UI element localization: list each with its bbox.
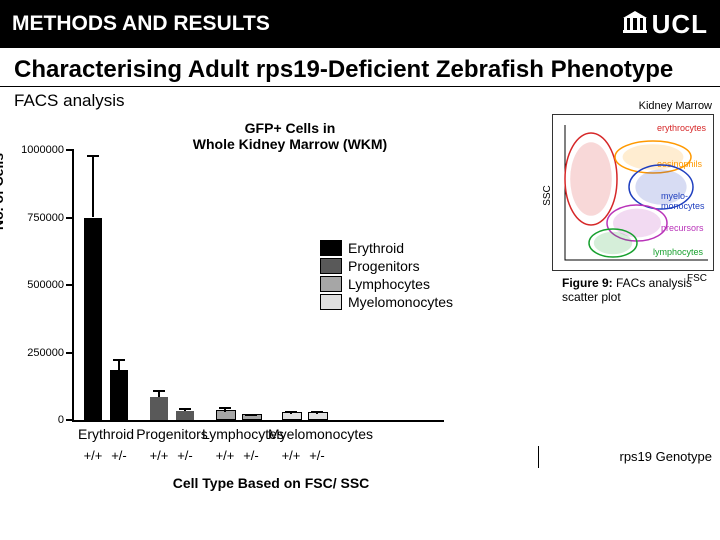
header-bar: METHODS AND RESULTS UCL — [0, 0, 720, 48]
legend-label: Progenitors — [348, 258, 420, 274]
legend-row: Lymphocytes — [320, 276, 453, 292]
legend-label: Erythroid — [348, 240, 404, 256]
section-title: METHODS AND RESULTS — [12, 12, 270, 36]
bar — [216, 410, 236, 420]
chart-title-line1: GFP+ Cells in — [245, 120, 336, 136]
genotype-note: rps19 Genotype — [619, 449, 712, 464]
genotype-label: +/+ — [279, 448, 303, 463]
genotype-label: +/- — [173, 448, 197, 463]
bar — [150, 397, 168, 420]
legend: Erythroid Progenitors Lymphocytes Myelomono… — [320, 240, 453, 312]
y-tick-label: 0 — [4, 414, 64, 426]
y-tick-label: 750000 — [4, 212, 64, 224]
scatter-caption-bold: Figure 9: — [562, 276, 613, 290]
genotype-label: +/- — [107, 448, 131, 463]
legend-row: Erythroid — [320, 240, 453, 256]
legend-label: Lymphocytes — [348, 276, 430, 292]
genotype-label: +/+ — [147, 448, 171, 463]
legend-swatch — [320, 294, 342, 310]
bar — [176, 411, 194, 420]
ucl-logo: UCL — [622, 9, 708, 40]
genotype-label: +/- — [305, 448, 329, 463]
error-cap — [153, 390, 165, 392]
error-cap — [179, 408, 191, 410]
y-tick-label: 1000000 — [4, 144, 64, 156]
legend-label: Myelomonocytes — [348, 294, 453, 310]
page-title: Characterising Adult rps19-Deficient Zeb… — [0, 48, 720, 87]
legend-swatch — [320, 258, 342, 274]
error-cap — [311, 411, 323, 413]
y-tick — [66, 352, 74, 354]
genotype-label: +/+ — [213, 448, 237, 463]
scatter-caption: Figure 9: FACs analysis scatter plot — [562, 276, 712, 304]
portico-icon — [622, 10, 648, 39]
error-cap — [245, 414, 257, 416]
y-tick-label: 250000 — [4, 347, 64, 359]
y-tick — [66, 419, 74, 421]
bar — [84, 218, 102, 421]
divider — [538, 446, 539, 468]
error-cap — [87, 155, 99, 157]
scatter-title: Kidney Marrow — [552, 100, 712, 112]
group-label: Progenitors — [136, 426, 208, 442]
scatter-plot: SSC FSC erythrocyteseosinophilsmyelo-mon… — [552, 114, 714, 271]
y-tick — [66, 149, 74, 151]
group-label: Erythroid — [70, 426, 142, 442]
chart-title: GFP+ Cells in Whole Kidney Marrow (WKM) — [160, 120, 420, 152]
bar — [110, 370, 128, 420]
legend-row: Myelomonocytes — [320, 294, 453, 310]
scatter-y-label: SSC — [542, 185, 553, 206]
legend-swatch — [320, 276, 342, 292]
group-label: Lymphocytes — [202, 426, 274, 442]
genotype-label: +/+ — [81, 448, 105, 463]
ucl-logo-text: UCL — [652, 9, 708, 40]
y-tick-label: 500000 — [4, 279, 64, 291]
error-cap — [285, 411, 297, 413]
legend-row: Progenitors — [320, 258, 453, 274]
group-label: Myelomonocytes — [268, 426, 340, 442]
error-cap — [113, 359, 125, 361]
error-cap — [219, 407, 231, 409]
x-axis-label: Cell Type Based on FSC/ SSC — [86, 475, 456, 491]
error-bar — [92, 155, 94, 217]
y-tick — [66, 217, 74, 219]
scatter-panel: Kidney Marrow SSC FSC erythrocyteseosino… — [552, 100, 712, 271]
genotype-label: +/- — [239, 448, 263, 463]
legend-swatch — [320, 240, 342, 256]
y-tick — [66, 284, 74, 286]
